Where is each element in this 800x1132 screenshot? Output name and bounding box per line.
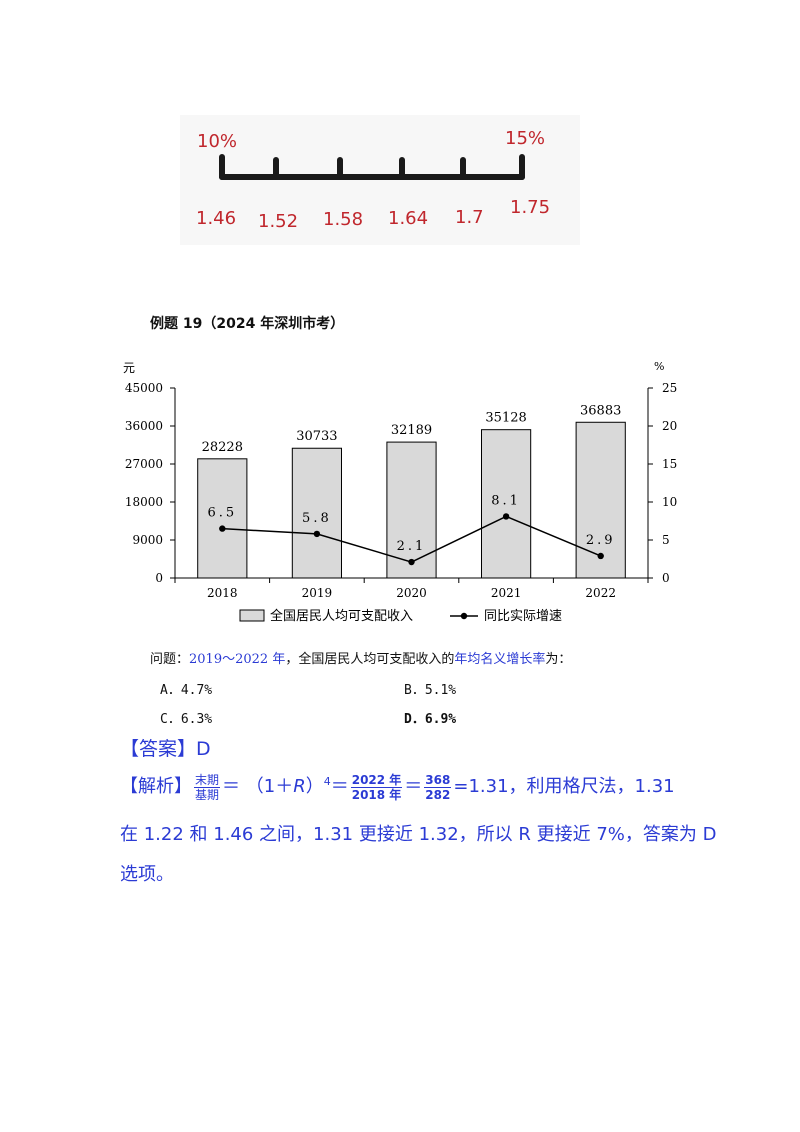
right-axis-unit: % [654,360,664,373]
legend-bar-label: 全国居民人均可支配收入 [270,608,413,624]
option-b: B．5.1% [404,683,457,698]
equation-part: ＝ （1＋ [222,776,294,797]
question-suffix: 为： [545,652,572,667]
left-axis-tick-label: 9000 [132,533,163,547]
bar [481,429,532,579]
question-middle: ，全国居民人均可支配收入的 [285,652,455,667]
scale-tick-label: 1.75 [510,197,551,218]
growth-point [219,525,226,532]
x-axis-tick-label: 2018 [207,586,238,600]
legend-bar-swatch [239,609,265,622]
x-axis-tick-label: 2021 [491,586,522,600]
left-axis-tick-label: 0 [155,571,163,585]
growth-value-label: 2.1 [397,539,427,554]
explanation-line1-end: =1.31，利用格尺法，1.31 [453,776,675,797]
fraction-denominator: 基期 [195,787,220,802]
scale-right-label: 15% [505,128,546,149]
right-axis-tick-label: 20 [662,419,677,433]
explanation-tag: 【解析】 [120,776,192,797]
growth-point [313,530,321,538]
question-prefix: 问题： [150,652,190,667]
explanation-line-3: 选项。 [120,864,174,885]
left-axis-tick-label: 45000 [125,381,163,395]
fraction-values: 368 282 [424,772,452,802]
legend-line-label: 同比实际增速 [484,609,562,624]
legend-line-marker [460,612,468,620]
growth-value-label: 6.5 [207,506,237,521]
left-axis-tick-label: 18000 [125,495,163,509]
question-text: 问题：2019～2022 年，全国居民人均可支配收入的年均名义增长率为： [150,648,571,667]
growth-value-label: 8.1 [491,493,521,508]
scale-tick-label: 1.7 [455,207,484,228]
left-axis-tick-label: 36000 [125,419,163,433]
bar-value-label: 36883 [580,403,621,418]
equation-close: ） [305,776,324,797]
bar-value-label: 30733 [296,429,337,444]
bar-value-label: 32189 [391,423,432,438]
fraction-numerator: 2022 年 [350,772,403,788]
fraction-numerator: 末期 [194,772,221,788]
fraction-numerator: 368 [424,772,452,788]
option-a: A．4.7% [160,683,213,698]
scale-tick-label: 1.52 [258,211,299,232]
bar-value-label: 28228 [202,440,243,455]
variable-r: R [293,776,306,797]
equals-sign: ＝ [330,776,349,797]
scale-tick-label: 1.46 [196,208,237,229]
growth-value-label: 5.8 [302,511,332,526]
right-axis-tick-label: 25 [662,381,677,395]
explanation-line-1: 【解析】 末期 基期＝ （1＋R）4＝ 2022 年 2018 年＝ 368 282 =1.3… [120,772,675,802]
scale-ruler [219,154,525,180]
right-axis-tick-label: 0 [662,571,670,585]
income-chart: 元 % 0 9000 18000 27000 36000 45000 0 5 10 15 20 25 201… [123,360,677,624]
exponent: 4 [323,775,331,788]
growth-point [597,552,604,560]
x-axis-tick-label: 2019 [302,586,333,600]
scale-tick-label: 1.58 [323,209,364,230]
left-axis-tick-label: 27000 [125,457,163,471]
option-c: C．6.3% [160,712,213,727]
bar [291,447,342,579]
example-title: 例题 19（2024 年深圳市考） [150,316,345,332]
bar [386,441,437,579]
question-range: 2019～2022 年 [189,652,286,667]
fraction-denominator: 2018 年 [351,787,402,802]
scale-tick-label: 1.64 [388,208,429,229]
fraction-denominator: 282 [425,787,451,802]
right-axis-tick-label: 15 [662,457,677,471]
growth-value-label: 2.9 [586,533,616,548]
scale-graphic: 10% 15% 1.46 1.52 1.58 1.64 1.7 1.75 [180,115,580,245]
x-axis-tick-label: 2022 [585,586,616,600]
fraction-years: 2022 年 2018 年 [350,772,403,802]
bar [575,421,626,579]
scale-left-label: 10% [197,131,238,152]
bar [197,458,248,579]
explanation-line-2: 在 1.22 和 1.46 之间，1.31 更接近 1.32，所以 R 更接近 … [120,824,717,845]
left-axis-unit: 元 [123,361,135,375]
growth-point [502,513,510,520]
equals-sign: ＝ [404,776,423,797]
growth-point [408,558,415,566]
right-axis-tick-label: 10 [662,495,677,509]
bar-value-label: 35128 [485,411,526,426]
right-axis-tick-label: 5 [662,533,670,547]
answer-line: 【答案】D [120,738,211,760]
question-target: 年均名义增长率 [454,652,546,667]
option-d: D．6.9% [404,712,457,727]
fraction-period: 末期 基期 [194,772,221,802]
x-axis-tick-label: 2020 [396,586,427,600]
